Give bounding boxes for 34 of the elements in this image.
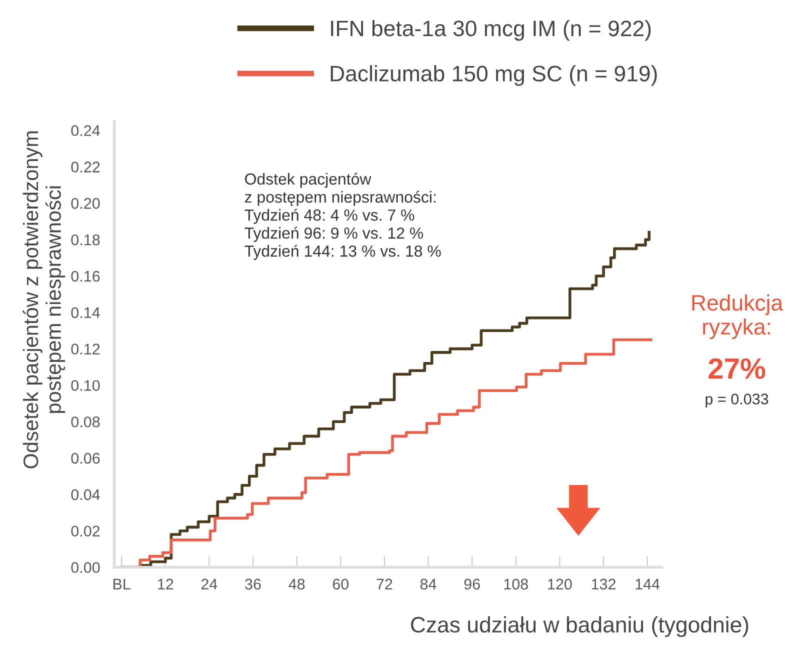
y-tick-label: 0.04: [71, 489, 100, 500]
x-tick-label: BL: [113, 578, 130, 590]
annotation: Odstek pacjentów z postępem niepsrawności: Tydzień 48: 4 % vs. 7 % Tydzień 96: 9 % vs. 12 % Tydzień 144: 13 % vs. 18 %: [244, 172, 441, 260]
y-tick-label: 0.22: [71, 162, 100, 172]
legend-label: Daclizumab 150 mg SC (n = 919): [330, 65, 657, 86]
x-tick-label: 108: [504, 578, 528, 590]
x-tick-label: 84: [420, 578, 436, 590]
y-tick-label: 0.06: [71, 452, 100, 464]
y-tick-label: 0.00: [71, 562, 100, 573]
text: p = 0.033: [706, 394, 768, 408]
y-tick-label: 0.18: [71, 234, 100, 246]
text: 27%: [708, 358, 766, 379]
x-tick-label: 48: [288, 578, 305, 590]
x-tick-label: 36: [245, 578, 261, 590]
y-tick-label: 0.12: [71, 344, 100, 354]
y-tick-label: 0.14: [71, 307, 100, 318]
y-tick-label: 0.08: [71, 416, 100, 428]
x-axis-title: Czas udziału w badaniu (tygodnie): [410, 616, 748, 638]
x-tick-label: 60: [332, 578, 349, 590]
x-tick-label: 12: [158, 578, 174, 590]
legend-label: IFN beta-1a 30 mcg IM (n = 922): [331, 20, 651, 41]
y-tick-label: 0.02: [71, 526, 100, 537]
x-tick-label: 72: [376, 578, 392, 590]
y-tick-label: 0.24: [71, 125, 100, 136]
y-tick-label: 0.10: [71, 380, 100, 391]
x-tick-label: 120: [548, 578, 572, 590]
x-tick-label: 24: [201, 578, 218, 590]
y-tick-label: 0.20: [71, 198, 100, 209]
y-tick-label: 0.16: [71, 270, 100, 282]
y-axis-title: Odsetek pacjentów z potwierdzonym postępem niesprawności: [22, 131, 66, 468]
x-tick-label: 132: [592, 578, 616, 590]
x-tick-label: 96: [464, 578, 480, 590]
x-tick-label: 144: [636, 578, 660, 590]
text: Redukcja ryzyka:: [692, 294, 784, 340]
